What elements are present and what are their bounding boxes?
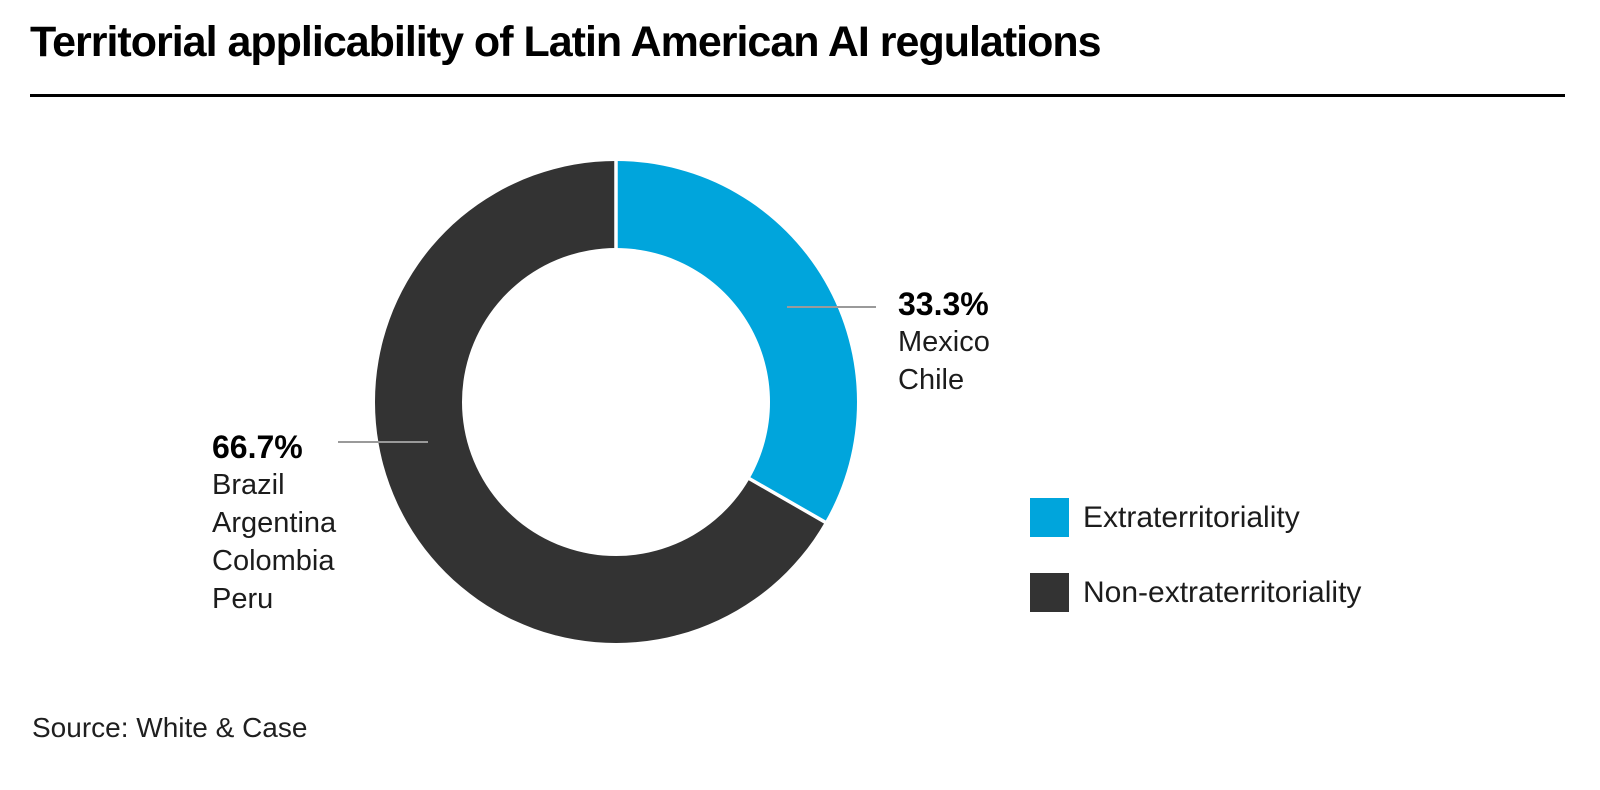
legend-label: Non-extraterritoriality	[1083, 575, 1362, 609]
legend-item-extraterritoriality: Extraterritoriality	[1030, 498, 1361, 537]
legend: Extraterritoriality Non-extraterritorial…	[1030, 498, 1361, 612]
callout-country: Chile	[898, 364, 965, 396]
source-note: Source: White & Case	[32, 712, 308, 743]
callout-percentage: 66.7%	[212, 429, 303, 465]
callout-country: Argentina	[212, 507, 337, 539]
donut-gap-line	[745, 475, 828, 525]
donut-segment-gaps	[614, 159, 828, 525]
donut-slice-extraterritoriality	[616, 161, 857, 523]
legend-item-non-extraterritoriality: Non-extraterritoriality	[1030, 573, 1361, 612]
callout-line-extraterritoriality	[787, 306, 876, 308]
callout-non-extraterritoriality: 66.7% Brazil Argentina Colombia Peru	[212, 428, 336, 618]
donut-slice-non-extraterritoriality	[374, 161, 825, 643]
callout-extraterritoriality: 33.3% Mexico Chile	[898, 285, 990, 399]
chart-title: Territorial applicability of Latin Ameri…	[30, 18, 1102, 66]
donut-slices	[374, 161, 857, 643]
legend-swatch-non-extraterritoriality	[1030, 573, 1069, 612]
callout-country: Mexico	[898, 326, 990, 358]
title-divider	[30, 94, 1565, 97]
callout-line-non-extraterritoriality	[338, 441, 428, 443]
donut-chart	[374, 159, 857, 643]
callout-percentage: 33.3%	[898, 286, 989, 322]
legend-swatch-extraterritoriality	[1030, 498, 1069, 537]
legend-label: Extraterritoriality	[1083, 500, 1300, 534]
callout-country: Brazil	[212, 469, 285, 501]
callout-country: Peru	[212, 583, 274, 615]
callout-country: Colombia	[212, 545, 335, 577]
